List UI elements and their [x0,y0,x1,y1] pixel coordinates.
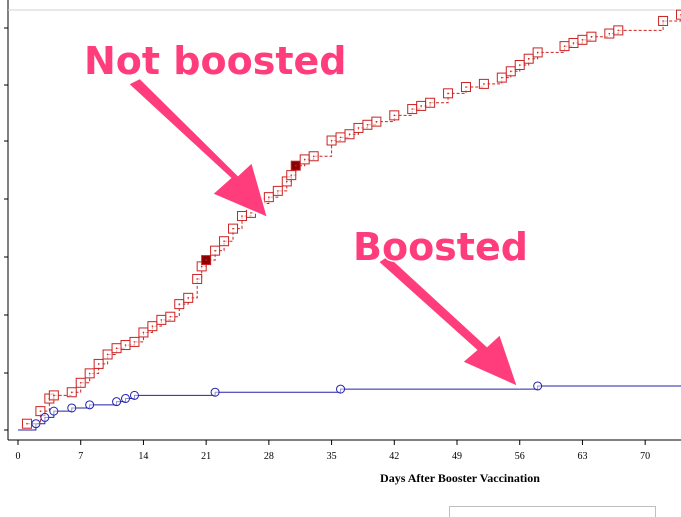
not-boosted-point-dot [134,341,136,343]
not-boosted-point-dot [98,363,100,365]
boosted-point [337,385,345,393]
boosted-arrow [378,255,518,387]
x-tick-label-49: 49 [452,451,462,462]
x-tick-label-70: 70 [640,451,650,462]
not-boosted-point-dot [313,155,315,157]
not-boosted-point-dot [358,127,360,129]
not-boosted-point-dot [53,395,55,397]
not-boosted-point-dot [564,45,566,47]
not-boosted-point-dot [528,58,530,60]
not-boosted-point-dot [196,278,198,280]
not-boosted-callout: Not boosted [84,39,346,83]
not-boosted-point-dot [411,108,413,110]
not-boosted-point-dot [286,181,288,183]
not-boosted-point-dot [125,344,127,346]
series-boosted [18,382,681,430]
not-boosted-point-dot [250,212,252,214]
x-tick-label-7: 7 [78,451,83,462]
not-boosted-arrow [128,78,268,218]
boosted-point [50,407,58,415]
not-boosted-point-dot [537,52,539,54]
not-boosted-point-dot [161,319,163,321]
not-boosted-point-dot [40,410,42,412]
boosted-point [113,398,121,406]
not-boosted-point-dot [331,140,333,142]
not-boosted-point-dot [367,124,369,126]
not-boosted-point-dot [277,190,279,192]
not-boosted-point-dot [187,297,189,299]
boosted-point [41,413,49,421]
not-boosted-point-dot [26,423,28,425]
x-tick-label-35: 35 [327,451,337,462]
not-boosted-point-dot [573,42,575,44]
not-boosted-point-dot [107,354,109,356]
not-boosted-point-dot [429,102,431,104]
not-boosted-point-dot [71,391,73,393]
not-boosted-point-dot [349,133,351,135]
not-boosted-point-dot [510,70,512,72]
not-boosted-point-dot [241,215,243,217]
boosted-line [18,386,681,430]
x-tick-label-14: 14 [138,451,148,462]
not-boosted-point-dot [80,382,82,384]
boosted-point [130,391,138,399]
not-boosted-point-dot [617,30,619,32]
not-boosted-point-dot [501,77,503,79]
x-axis-label: Days After Booster Vaccination [380,471,540,485]
x-tick-label-0: 0 [16,451,21,462]
not-boosted-point-dot [116,347,118,349]
x-tick-label-56: 56 [515,451,525,462]
not-boosted-point-dot [304,159,306,161]
not-boosted-point-dot [143,332,145,334]
x-tick-label-42: 42 [389,451,399,462]
boosted-point [122,395,130,403]
not-boosted-point-dot [609,33,611,35]
not-boosted-point-dot [214,250,216,252]
not-boosted-point-dot [582,39,584,41]
not-boosted-point-dot [268,196,270,198]
not-boosted-point-dot [232,228,234,230]
not-boosted-point-dot [223,240,225,242]
not-boosted-point-dot [290,174,292,176]
not-boosted-point-dot [662,20,664,22]
not-boosted-point-dot [393,115,395,117]
x-tick-label-63: 63 [577,451,587,462]
not-boosted-point-dot [201,266,203,268]
not-boosted-point-dot [178,303,180,305]
not-boosted-point-dot [376,121,378,123]
not-boosted-point-dot [89,373,91,375]
boosted-callout: Boosted [353,225,528,269]
not-boosted-point-dot [340,137,342,139]
legend-box-edge [449,506,656,517]
not-boosted-point-dot [152,325,154,327]
x-tick-label-21: 21 [201,451,211,462]
boosted-point [534,382,542,390]
not-boosted-point-dot [447,93,449,95]
x-tick-label-28: 28 [264,451,274,462]
boosted-point [68,404,76,412]
not-boosted-point-dot [591,36,593,38]
boosted-point [211,388,219,396]
not-boosted-point-dot [519,64,521,66]
not-boosted-point-dot [483,83,485,85]
boosted-point [86,401,94,409]
not-boosted-point-dot [170,316,172,318]
not-boosted-point-dot [465,86,467,88]
not-boosted-point-dot [420,105,422,107]
not-boosted-point-dot [205,259,207,261]
not-boosted-point-dot [295,165,297,167]
boosted-point [32,420,40,428]
